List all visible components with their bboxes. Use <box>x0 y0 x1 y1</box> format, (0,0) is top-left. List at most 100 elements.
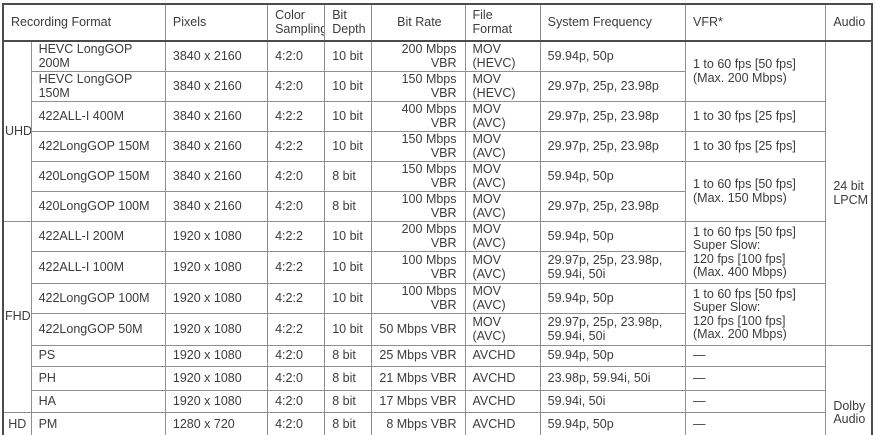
group-label-hd: HD <box>2 412 32 435</box>
cell-pixels: 3840 x 2160 <box>164 191 269 222</box>
header-audio: Audio <box>825 3 873 42</box>
cell-vfr: 1 to 30 fps [25 fps] <box>684 131 827 162</box>
cell-vfr: 1 to 30 fps [25 fps] <box>684 101 827 132</box>
table-row: HD PM 1280 x 720 4:2:0 8 bit 8 Mbps VBR … <box>2 412 872 435</box>
cell-pixels: 1920 x 1080 <box>164 366 269 391</box>
cell-bit-rate: 100 Mbps VBR <box>371 251 466 284</box>
cell-file-format: MOV (AVC) <box>464 161 541 192</box>
table-row: 420LongGOP 150M 3840 x 2160 4:2:0 8 bit … <box>3 161 872 222</box>
cell-system-frequency: 23.98p, 59.94i, 50i <box>539 366 687 391</box>
cell-pixels: 3840 x 2160 <box>164 101 269 132</box>
cell-system-frequency: 59.94p, 50p <box>539 283 687 314</box>
cell-file-format: MOV (HEVC) <box>464 71 541 102</box>
cell-audio-lpcm: 24 bit LPCM <box>825 40 873 346</box>
cell-system-frequency: 59.94p, 50p <box>539 161 687 192</box>
cell-file-format: MOV (AVC) <box>464 131 541 162</box>
table-header-row: Recording Format Pixels Color Sampling B… <box>2 3 873 42</box>
header-color-sampling: Color Sampling <box>267 3 326 42</box>
header-file-format: File Format <box>464 3 541 42</box>
cell-color-sampling: 4:2:2 <box>267 101 326 132</box>
cell-file-format: MOV (AVC) <box>464 251 541 284</box>
cell-bit-depth: 10 bit <box>324 71 373 102</box>
cell-bit-depth: 10 bit <box>324 313 373 346</box>
cell-bit-rate: 100 Mbps VBR <box>371 191 466 222</box>
cell-bit-depth: 10 bit <box>324 131 373 162</box>
cell-pixels: 1920 x 1080 <box>164 345 269 367</box>
table-row: HEVC LongGOP 150M 3840 x 2160 4:2:0 10 b… <box>3 71 872 102</box>
cell-bit-depth: 10 bit <box>324 40 373 72</box>
table-row: 422LongGOP 150M 3840 x 2160 4:2:2 10 bit… <box>3 131 872 162</box>
cell-system-frequency: 29.97p, 25p, 23.98p, 59.94i, 50i <box>539 313 687 346</box>
cell-bit-depth: 8 bit <box>324 390 373 413</box>
cell-color-sampling: 4:2:2 <box>267 251 326 284</box>
cell-format: PS <box>30 345 166 367</box>
cell-format: 422LongGOP 150M <box>30 131 166 162</box>
cell-vfr: 1 to 60 fps [50 fps] Super Slow: 120 fps… <box>684 283 827 346</box>
cell-format: 420LongGOP 100M <box>30 191 166 222</box>
cell-bit-rate: 25 Mbps VBR <box>371 345 466 367</box>
header-recording-format: Recording Format <box>2 3 166 42</box>
cell-format: 422ALL-I 100M <box>30 251 166 284</box>
cell-system-frequency: 59.94p, 50p <box>539 345 687 367</box>
cell-color-sampling: 4:2:0 <box>267 390 326 413</box>
table-row: 422ALL-I 400M 3840 x 2160 4:2:2 10 bit 4… <box>3 101 872 132</box>
cell-file-format: MOV (AVC) <box>464 283 541 314</box>
header-bit-depth: Bit Depth <box>324 3 373 42</box>
cell-bit-rate: 17 Mbps VBR <box>371 390 466 413</box>
cell-system-frequency: 29.97p, 25p, 23.98p <box>539 71 687 102</box>
cell-format: HEVC LongGOP 150M <box>30 71 166 102</box>
cell-bit-rate: 200 Mbps VBR <box>371 40 466 72</box>
cell-file-format: MOV (AVC) <box>464 313 541 346</box>
cell-format: HEVC LongGOP 200M <box>30 40 166 72</box>
cell-vfr: 1 to 60 fps [50 fps] Super Slow: 120 fps… <box>684 221 827 284</box>
cell-pixels: 3840 x 2160 <box>164 71 269 102</box>
cell-file-format: MOV (AVC) <box>464 101 541 132</box>
cell-color-sampling: 4:2:0 <box>267 191 326 222</box>
table-row: UHD HEVC LongGOP 200M 3840 x 2160 4:2:0 … <box>2 40 873 346</box>
cell-bit-depth: 8 bit <box>324 345 373 367</box>
cell-bit-rate: 21 Mbps VBR <box>371 366 466 391</box>
cell-bit-rate: 150 Mbps VBR <box>371 161 466 192</box>
cell-pixels: 1920 x 1080 <box>164 251 269 284</box>
cell-format: PM <box>30 412 166 435</box>
cell-bit-depth: 8 bit <box>324 161 373 192</box>
cell-pixels: 1920 x 1080 <box>164 283 269 314</box>
cell-file-format: AVCHD <box>464 366 541 391</box>
table-row: 422LongGOP 100M 1920 x 1080 4:2:2 10 bit… <box>3 283 872 346</box>
table-row: HA 1920 x 1080 4:2:0 8 bit 17 Mbps VBR A… <box>3 390 872 413</box>
cell-system-frequency: 59.94i, 50i <box>539 390 687 413</box>
cell-pixels: 1280 x 720 <box>164 412 269 435</box>
cell-format: 422LongGOP 50M <box>30 313 166 346</box>
cell-color-sampling: 4:2:0 <box>267 345 326 367</box>
cell-format: 422ALL-I 200M <box>30 221 166 252</box>
cell-file-format: MOV (AVC) <box>464 221 541 252</box>
cell-bit-depth: 10 bit <box>324 251 373 284</box>
cell-vfr: — <box>684 390 827 413</box>
cell-vfr: — <box>684 412 827 435</box>
cell-audio-dolby: Dolby Audio <box>825 345 873 435</box>
cell-bit-rate: 150 Mbps VBR <box>371 131 466 162</box>
cell-color-sampling: 4:2:2 <box>267 313 326 346</box>
cell-system-frequency: 59.94p, 50p <box>539 221 687 252</box>
header-bit-rate: Bit Rate <box>371 3 466 42</box>
table-row: 422ALL-I 100M 1920 x 1080 4:2:2 10 bit 1… <box>3 251 872 284</box>
cell-format: 422LongGOP 100M <box>30 283 166 314</box>
header-vfr: VFR* <box>684 3 827 42</box>
header-system-frequency: System Frequency <box>539 3 687 42</box>
cell-bit-depth: 10 bit <box>324 221 373 252</box>
cell-color-sampling: 4:2:2 <box>267 131 326 162</box>
cell-color-sampling: 4:2:2 <box>267 283 326 314</box>
cell-pixels: 1920 x 1080 <box>164 221 269 252</box>
cell-bit-rate: 200 Mbps VBR <box>371 221 466 252</box>
cell-file-format: AVCHD <box>464 412 541 435</box>
cell-bit-depth: 8 bit <box>324 366 373 391</box>
cell-vfr: 1 to 60 fps [50 fps] (Max. 150 Mbps) <box>684 161 827 222</box>
cell-color-sampling: 4:2:0 <box>267 366 326 391</box>
cell-bit-rate: 8 Mbps VBR <box>371 412 466 435</box>
cell-format: PH <box>30 366 166 391</box>
cell-system-frequency: 29.97p, 25p, 23.98p <box>539 191 687 222</box>
cell-file-format: AVCHD <box>464 390 541 413</box>
cell-pixels: 3840 x 2160 <box>164 40 269 72</box>
cell-color-sampling: 4:2:0 <box>267 161 326 192</box>
table-row: 422LongGOP 50M 1920 x 1080 4:2:2 10 bit … <box>3 313 872 346</box>
